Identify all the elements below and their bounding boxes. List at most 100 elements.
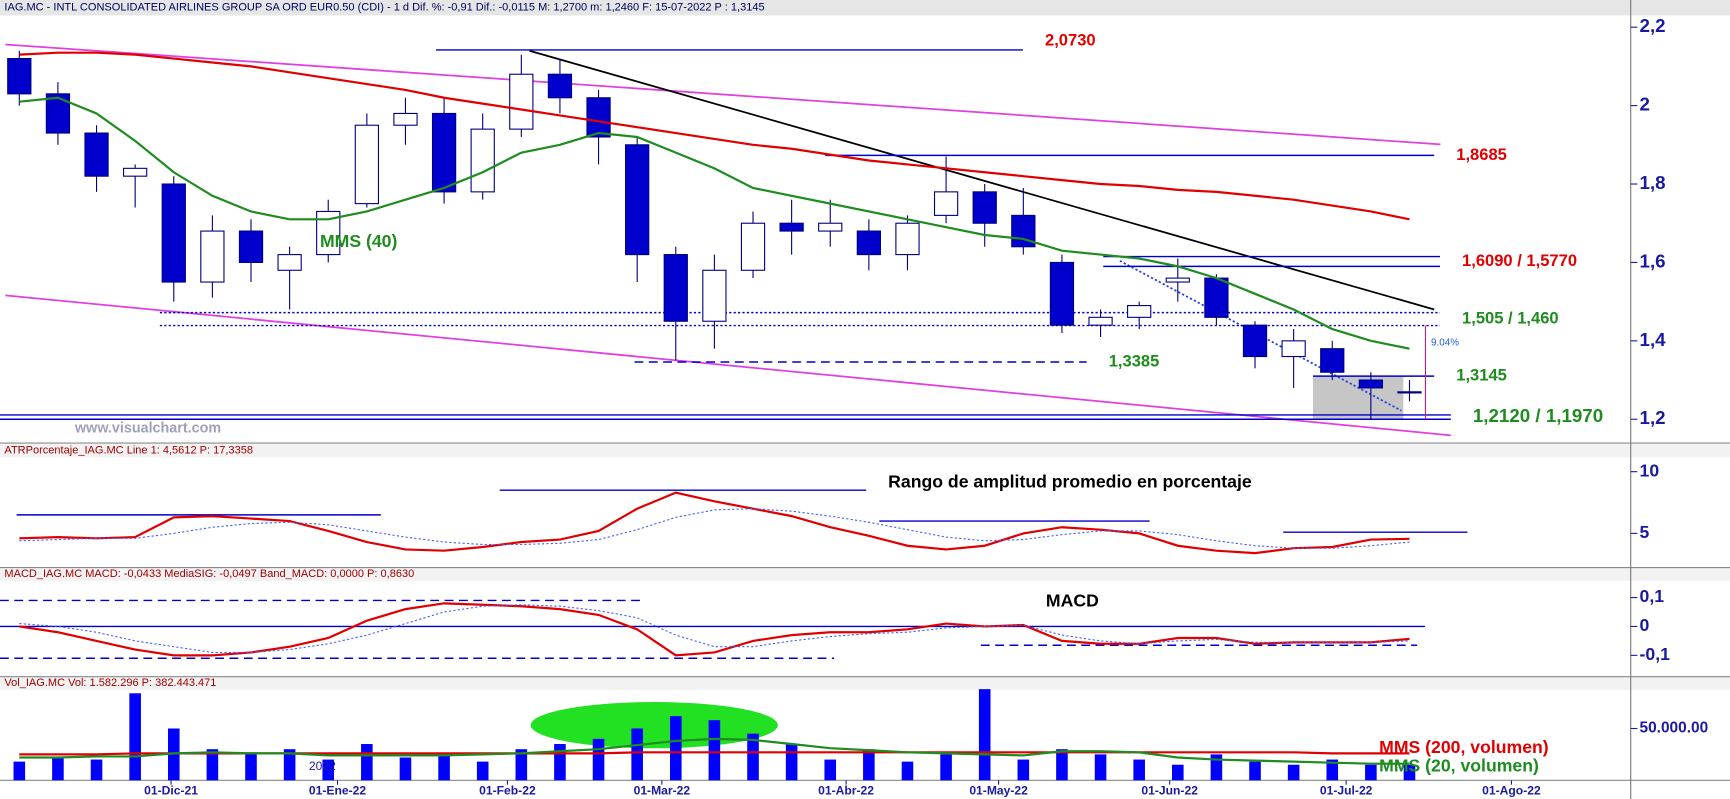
candle-body: [277, 254, 302, 271]
candle-body: [1127, 305, 1152, 318]
candle-body: [161, 183, 186, 283]
x-tick-label: 01-Feb-22: [479, 783, 536, 797]
candle-body: [123, 167, 148, 177]
candle-body: [740, 222, 766, 271]
volume-bar: [129, 693, 141, 781]
candle-body: [200, 230, 225, 283]
header-bar: [0, 444, 1730, 458]
candle-body: [1281, 340, 1306, 358]
x-tick-label: 01-Jun-22: [1141, 783, 1198, 797]
volume-bar: [747, 733, 759, 781]
candle-body: [1242, 324, 1268, 358]
volume-bar: [438, 754, 450, 781]
candle-body: [818, 222, 843, 232]
volume-bar: [1017, 759, 1030, 781]
panel-title: MACD: [1046, 590, 1099, 610]
volume-bar: [1056, 749, 1068, 781]
volume-bar: [978, 689, 991, 781]
y-tick-label: 2: [1640, 94, 1650, 115]
volume-bar: [669, 716, 682, 781]
panel-header: ATRPorcentaje_IAG.MC Line 1: 4,5612 P: 1…: [4, 445, 253, 457]
candle-body: [702, 269, 727, 322]
volume-bar: [90, 759, 103, 781]
candle-body: [45, 93, 71, 134]
series-label: MMS (200, volumen): [1379, 737, 1549, 757]
y-tick-label: 1,6: [1640, 250, 1666, 271]
volume-bar: [322, 759, 335, 781]
volume-bar: [1287, 764, 1300, 781]
watermark: www.visualchart.com: [74, 420, 221, 436]
volume-bar: [245, 754, 257, 781]
volume-bar: [708, 720, 721, 781]
volume-bar: [1365, 764, 1377, 781]
range-label: 9.04%: [1431, 337, 1459, 348]
panel-title: Rango de amplitud promedio en porcentaje: [888, 471, 1252, 491]
series-line: [19, 51, 1410, 221]
candle-body: [1088, 316, 1113, 326]
candle-body: [238, 230, 264, 263]
panel-header: MACD_IAG.MC MACD: -0,0433 MediaSIG: -0,0…: [4, 568, 414, 580]
panel-header: IAG.MC - INTL CONSOLIDATED AIRLINES GROU…: [4, 2, 764, 14]
volume-bar: [361, 744, 373, 781]
volume-bar: [592, 738, 605, 781]
series-label: MMS (40): [320, 231, 397, 251]
candle-body: [1320, 348, 1345, 373]
y-tick-label: 10: [1640, 460, 1660, 480]
y-tick-label: 1,8: [1640, 172, 1666, 193]
y-tick-label: 5: [1640, 522, 1650, 542]
series-line: [19, 737, 1410, 765]
y-tick-label: 2,2: [1640, 15, 1666, 36]
series-line: [19, 491, 1410, 555]
year-label: 2022: [309, 759, 336, 773]
y-tick-label: 1,4: [1640, 329, 1667, 350]
candle-body: [856, 230, 881, 256]
candle-body: [1358, 379, 1384, 389]
y-tick-label: 0: [1640, 615, 1650, 635]
candle-body: [779, 222, 804, 232]
series-label: MMS (20, volumen): [1379, 756, 1539, 776]
volume-bar: [940, 754, 952, 781]
candle-body: [933, 191, 959, 216]
volume-bar: [901, 761, 914, 781]
volume-bar: [1210, 754, 1223, 781]
y-tick-label: -0,1: [1640, 644, 1671, 664]
volume-bar: [631, 728, 643, 781]
x-tick-label: 01-May-22: [969, 783, 1028, 797]
header-bar: [0, 676, 1730, 690]
trendline: [5, 43, 1441, 146]
volume-bar: [1133, 759, 1145, 781]
x-tick-label: 01-Ago-22: [1482, 783, 1541, 797]
candle-body: [84, 132, 109, 177]
volume-bar: [1403, 764, 1416, 781]
candle-body: [509, 73, 534, 130]
volume-bar: [399, 757, 412, 781]
series-line: [19, 604, 1410, 654]
volume-highlight: [530, 702, 778, 749]
series-line: [19, 96, 1410, 350]
volume-bar: [515, 749, 528, 781]
volume-bar: [1094, 754, 1107, 781]
level-label: 1,3385: [1109, 351, 1160, 370]
volume-bar: [52, 757, 64, 781]
level-label: 1,3145: [1456, 366, 1507, 385]
volume-bar: [824, 759, 837, 781]
header-bar: [0, 0, 1730, 16]
volume-bar: [476, 761, 489, 781]
candle-body: [393, 112, 418, 126]
candle-body: [1397, 391, 1422, 394]
candle-body: [895, 222, 920, 256]
level-label: 1,6090 / 1,5770: [1462, 251, 1577, 270]
panel-header: Vol_IAG.MC Vol: 1.582.296 P: 382.443.471: [4, 677, 216, 689]
level-label: 2,0730: [1045, 30, 1096, 49]
volume-bar: [1326, 759, 1339, 781]
volume-bar: [1249, 761, 1261, 781]
volume-bar: [1171, 764, 1184, 781]
y-tick-label: 50.000.00: [1640, 720, 1709, 737]
volume-bar: [13, 761, 26, 781]
level-label: 1,505 / 1,460: [1462, 308, 1559, 327]
volume-bar: [283, 749, 296, 781]
candle-body: [625, 144, 650, 256]
level-label: 1,2120 / 1,1970: [1473, 405, 1603, 426]
